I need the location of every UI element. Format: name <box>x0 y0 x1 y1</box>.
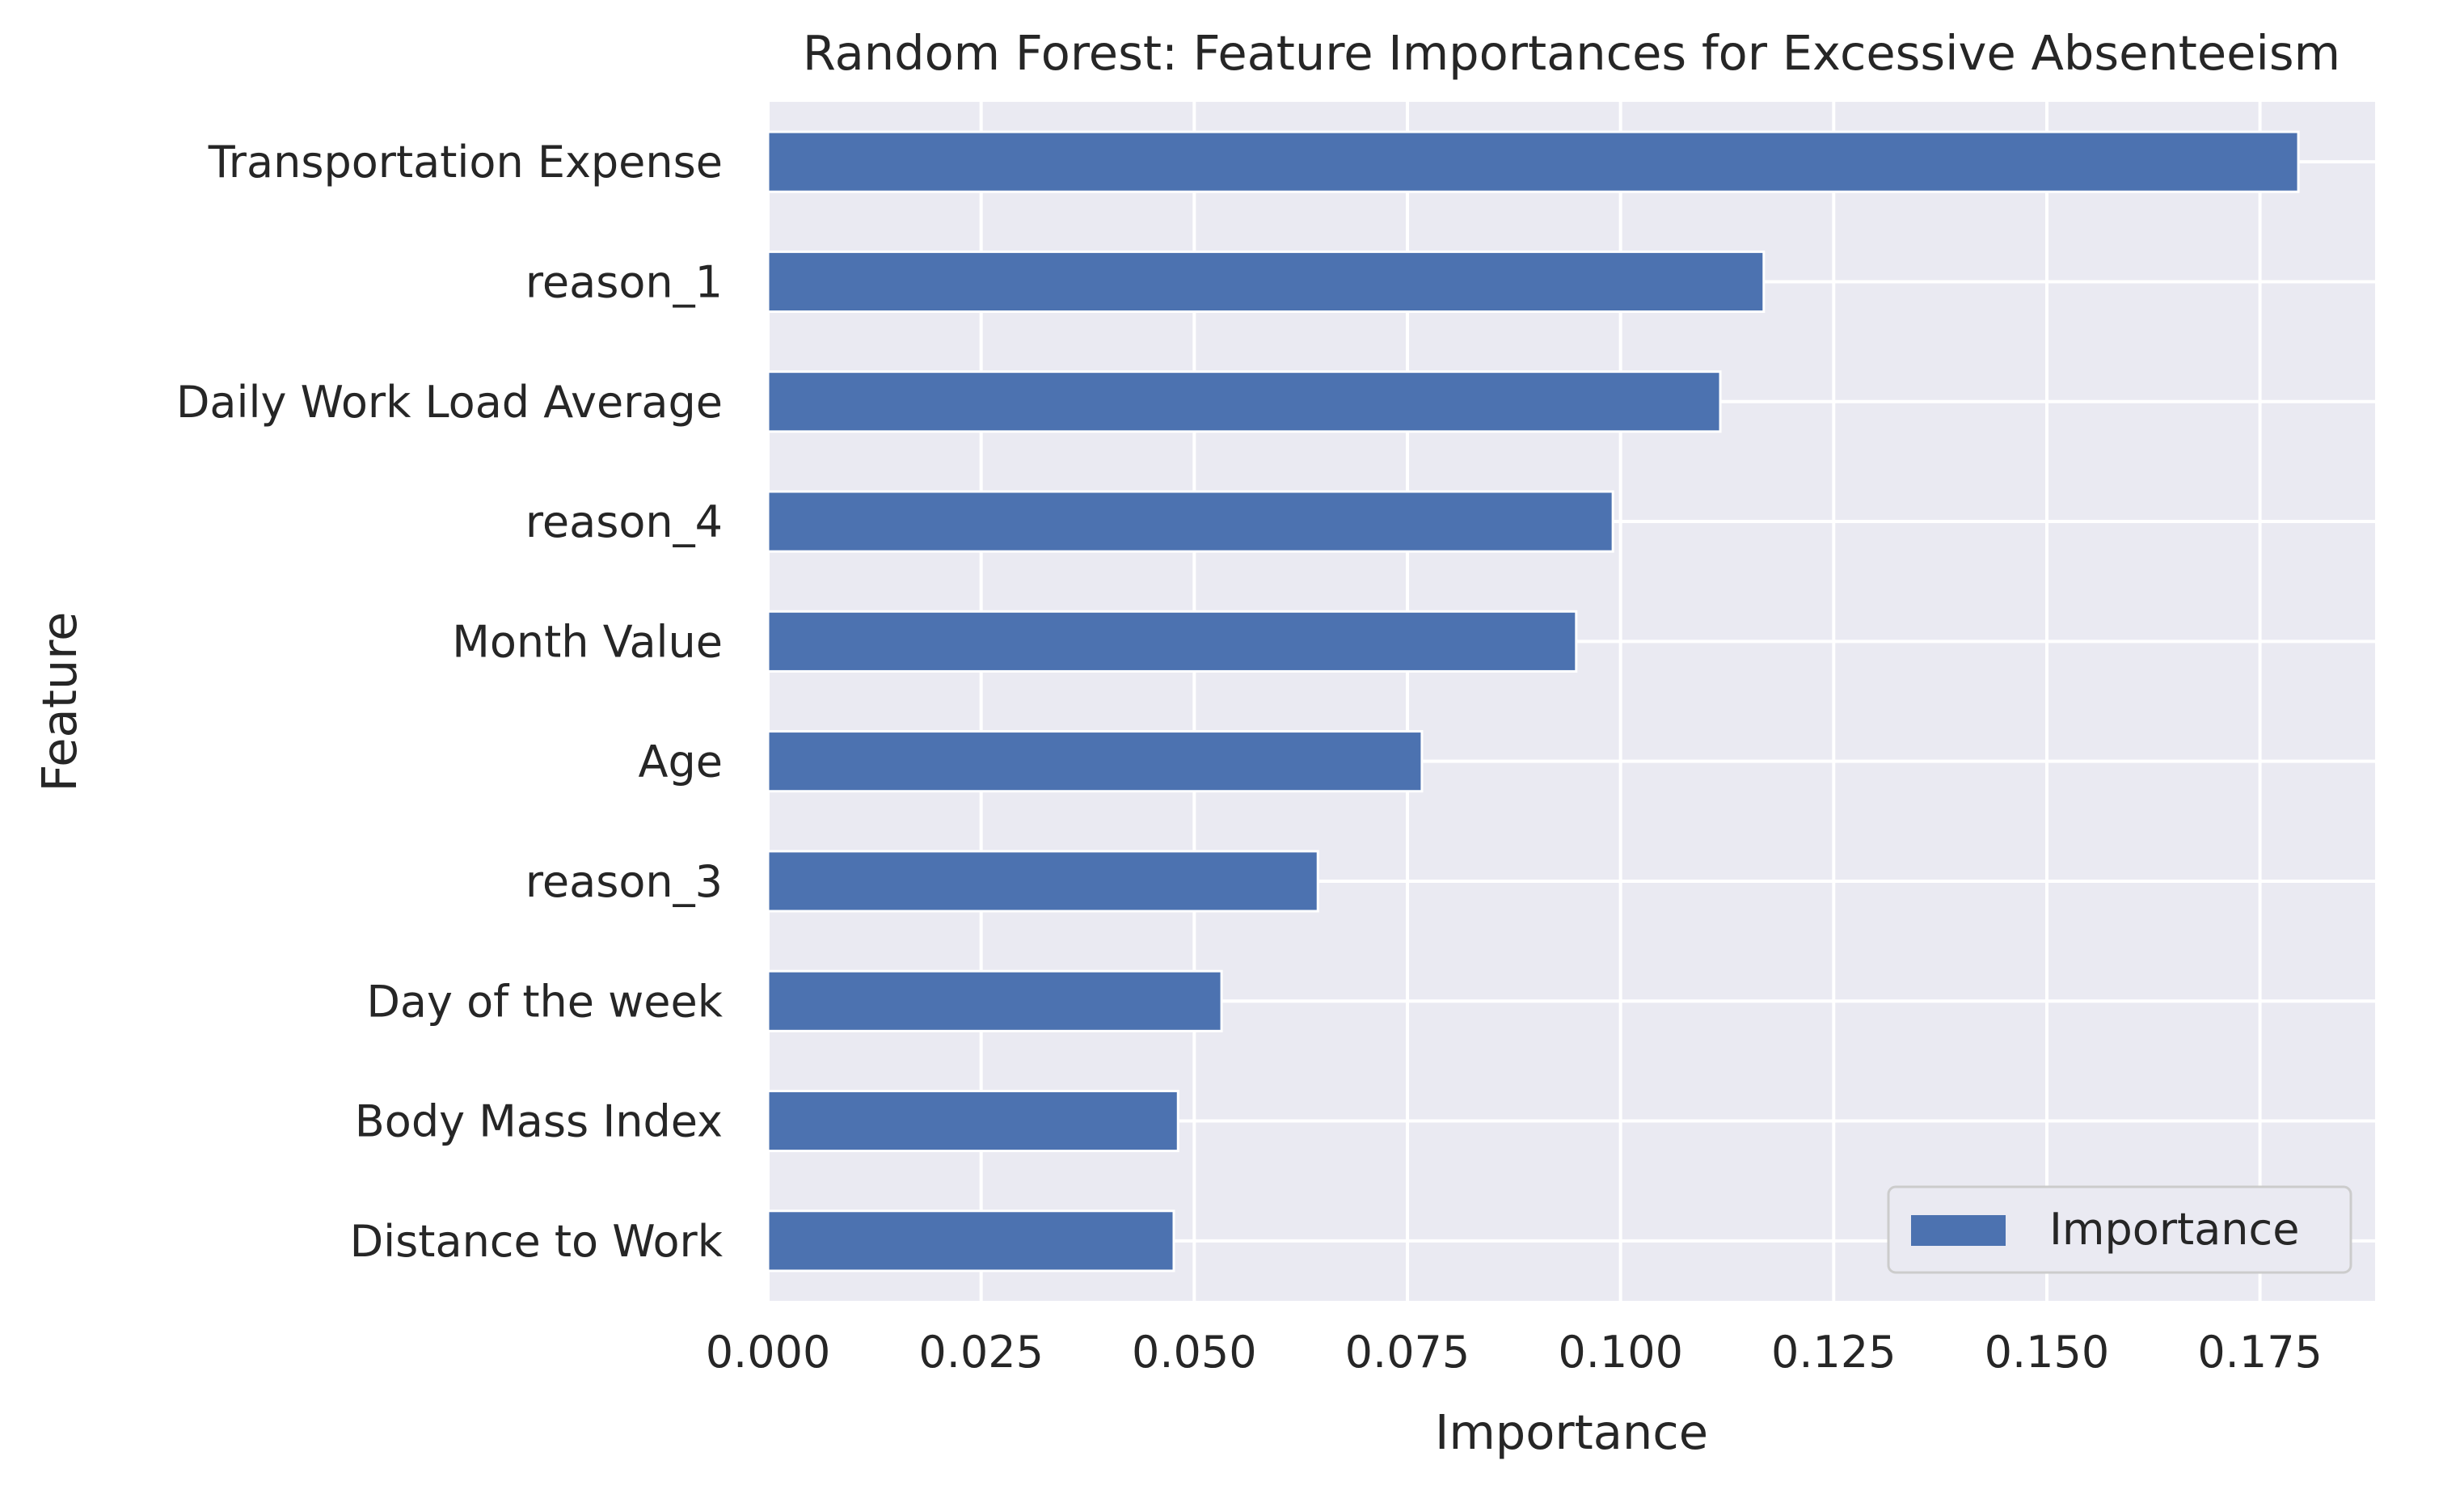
y-tick-label: Transportation Expense <box>208 137 723 188</box>
y-tick-label: reason_4 <box>525 496 723 547</box>
bar <box>766 610 1578 673</box>
bar <box>766 730 1424 793</box>
bar <box>766 1089 1179 1153</box>
y-tick-label: Distance to Work <box>350 1216 724 1267</box>
x-tick-label: 0.075 <box>1345 1327 1470 1378</box>
bar <box>766 1209 1175 1273</box>
chart-title: Random Forest: Feature Importances for E… <box>803 25 2340 81</box>
y-tick-label: Body Mass Index <box>355 1096 723 1147</box>
x-tick-label: 0.000 <box>706 1327 831 1378</box>
x-axis-label: Importance <box>1435 1404 1708 1460</box>
legend-box <box>1887 1185 2352 1274</box>
bar <box>766 969 1223 1032</box>
x-tick-label: 0.050 <box>1132 1327 1257 1378</box>
bar <box>766 370 1722 433</box>
bar <box>766 250 1766 314</box>
bar <box>766 490 1614 553</box>
x-tick-label: 0.150 <box>1985 1327 2110 1378</box>
x-tick-label: 0.025 <box>918 1327 1044 1378</box>
bars <box>766 130 2300 1273</box>
legend-label: Importance <box>2049 1204 2299 1255</box>
x-tick-label: 0.125 <box>1771 1327 1897 1378</box>
y-tick-label: reason_1 <box>525 256 723 307</box>
y-axis-label: Feature <box>32 612 87 792</box>
y-tick-label: Day of the week <box>366 976 723 1027</box>
legend-swatch <box>1911 1215 2006 1246</box>
legend: Importance <box>1887 1185 2352 1274</box>
y-tick-label: Month Value <box>452 616 723 667</box>
y-tick-label: Daily Work Load Average <box>176 377 723 428</box>
y-tick-label: reason_3 <box>525 856 723 907</box>
bar <box>766 850 1319 913</box>
y-tick-label: Age <box>639 737 723 787</box>
x-tick-label: 0.175 <box>2197 1327 2323 1378</box>
x-tick-label: 0.100 <box>1558 1327 1683 1378</box>
x-axis-tick-labels: 0.000 0.025 0.050 0.075 0.100 0.125 0.150 0.175 <box>706 1327 2323 1378</box>
bar <box>766 130 2300 193</box>
y-axis-tick-labels: Transportation Expense reason_1 Daily Work… <box>176 137 724 1267</box>
